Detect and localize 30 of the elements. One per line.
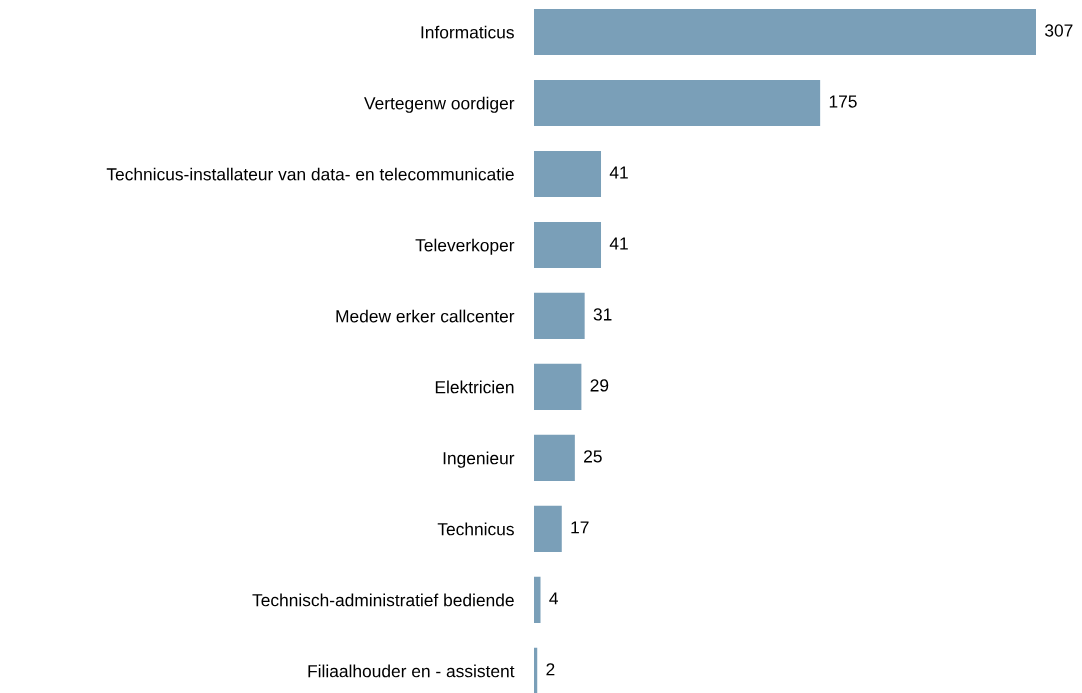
data-label: 307 [1045, 24, 1073, 37]
y-tick-label: Elektricien [435, 380, 514, 394]
bar [533, 434, 575, 481]
bar [533, 150, 602, 198]
y-tick-label: Ingenieur [443, 451, 515, 468]
data-label: 41 [609, 237, 628, 250]
bar [533, 576, 541, 623]
y-tick-label: Vertegenw oordiger [364, 96, 515, 113]
bar [533, 647, 538, 693]
y-tick-label: Technicus-installateur van data- en telecommunicatie [106, 167, 514, 181]
y-tick-label: Informaticus [421, 25, 514, 39]
y-tick-label: Medew erker callcenter [336, 309, 515, 323]
data-label: 31 [593, 308, 612, 321]
bar [533, 79, 821, 127]
data-label: 175 [829, 95, 857, 108]
y-tick-label: Technisch-administratief bediende [252, 593, 514, 607]
data-label: 29 [590, 379, 609, 392]
bar [533, 363, 582, 410]
y-tick-label: Technicus [437, 522, 514, 536]
data-label: 25 [584, 450, 602, 463]
bar [533, 8, 1037, 56]
data-label: 2 [546, 663, 555, 676]
y-tick-label: Filiaalhouder en - assistent [308, 664, 515, 678]
data-label: 17 [571, 521, 589, 534]
bar [533, 292, 585, 339]
data-label: 4 [549, 592, 558, 605]
bar [533, 505, 562, 552]
bar [533, 221, 602, 269]
y-tick-label: Televerkoper [415, 238, 515, 255]
data-label: 41 [609, 166, 628, 179]
